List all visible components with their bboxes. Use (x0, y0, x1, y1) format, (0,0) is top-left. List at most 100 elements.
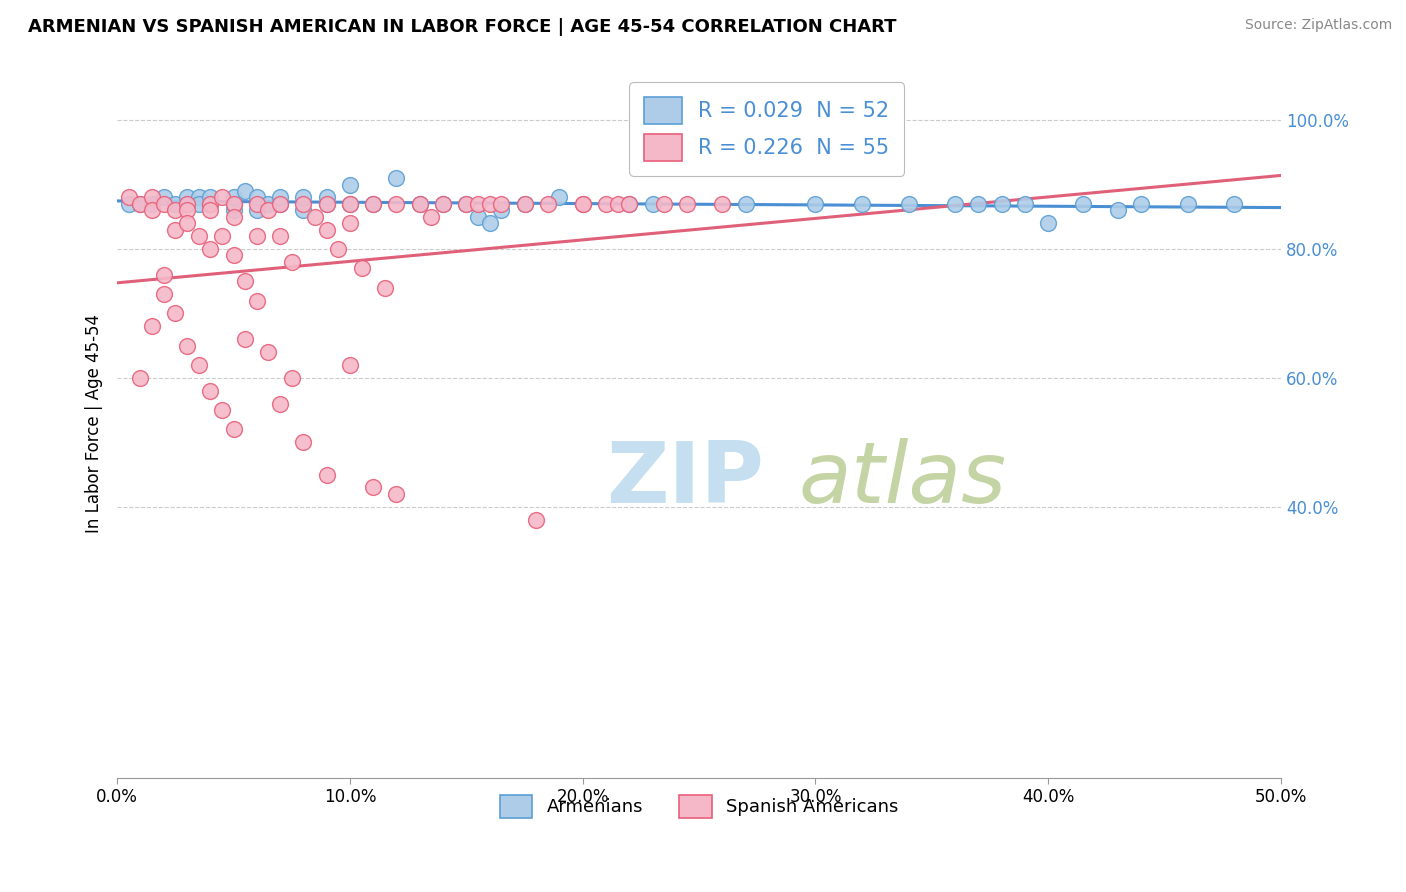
Point (409, 197, 432, 211)
Point (141, 197, 163, 211)
Point (165, 222, 187, 236)
Point (350, 261, 373, 276)
Point (478, 197, 501, 211)
Point (374, 281, 396, 295)
Point (129, 197, 152, 211)
Point (897, 197, 920, 211)
Point (315, 190, 337, 204)
Point (118, 190, 141, 204)
Point (176, 216, 198, 230)
Point (1177, 197, 1199, 211)
Text: atlas: atlas (799, 438, 1007, 521)
Point (1014, 197, 1036, 211)
Point (141, 319, 163, 334)
Point (211, 190, 233, 204)
Point (292, 197, 315, 211)
Point (129, 371, 152, 385)
Point (222, 422, 245, 436)
Point (176, 197, 198, 211)
Point (246, 197, 269, 211)
Point (385, 171, 408, 186)
Point (571, 197, 593, 211)
Point (200, 197, 222, 211)
Point (328, 242, 350, 256)
Point (513, 197, 536, 211)
Point (409, 197, 432, 211)
Point (432, 197, 454, 211)
Point (176, 197, 198, 211)
Point (292, 435, 315, 450)
Point (595, 197, 617, 211)
Point (339, 216, 361, 230)
Point (233, 184, 256, 198)
Point (269, 190, 291, 204)
Legend: Armenians, Spanish Americans: Armenians, Spanish Americans (492, 788, 905, 825)
Point (257, 345, 280, 359)
Point (187, 197, 209, 211)
Point (711, 197, 734, 211)
Point (619, 197, 641, 211)
Point (141, 190, 163, 204)
Point (281, 371, 304, 385)
Point (990, 197, 1012, 211)
Point (246, 203, 269, 218)
Point (222, 248, 245, 262)
Point (676, 197, 699, 211)
Point (524, 513, 547, 527)
Point (489, 203, 512, 218)
Point (292, 190, 315, 204)
Point (200, 197, 222, 211)
Point (851, 197, 873, 211)
Point (269, 229, 291, 244)
Point (467, 197, 489, 211)
Point (1038, 216, 1060, 230)
Point (652, 197, 675, 211)
Point (489, 197, 512, 211)
Point (222, 197, 245, 211)
Point (246, 229, 269, 244)
Point (804, 197, 827, 211)
Point (467, 210, 489, 224)
Point (200, 384, 222, 398)
Point (315, 197, 337, 211)
Point (339, 178, 361, 192)
Point (176, 339, 198, 353)
Point (548, 190, 571, 204)
Point (176, 190, 198, 204)
Point (211, 229, 233, 244)
Point (1130, 197, 1153, 211)
Point (141, 203, 163, 218)
Point (281, 255, 304, 269)
Point (129, 197, 152, 211)
Point (222, 190, 245, 204)
Point (420, 210, 443, 224)
Point (1223, 197, 1246, 211)
Point (152, 197, 174, 211)
Point (257, 197, 280, 211)
Point (246, 293, 269, 308)
Point (304, 210, 326, 224)
Point (200, 203, 222, 218)
Point (165, 203, 187, 218)
Point (257, 203, 280, 218)
Point (967, 197, 990, 211)
Point (165, 306, 187, 320)
Point (478, 216, 501, 230)
Point (211, 403, 233, 417)
Point (187, 229, 209, 244)
Point (641, 197, 664, 211)
Point (222, 197, 245, 211)
Y-axis label: In Labor Force | Age 45-54: In Labor Force | Age 45-54 (86, 314, 103, 533)
Point (619, 197, 641, 211)
Point (222, 210, 245, 224)
Point (269, 197, 291, 211)
Point (339, 197, 361, 211)
Point (385, 197, 408, 211)
Point (187, 358, 209, 372)
Point (456, 197, 478, 211)
Point (339, 358, 361, 372)
Point (152, 268, 174, 282)
Point (176, 203, 198, 218)
Point (246, 190, 269, 204)
Point (269, 197, 291, 211)
